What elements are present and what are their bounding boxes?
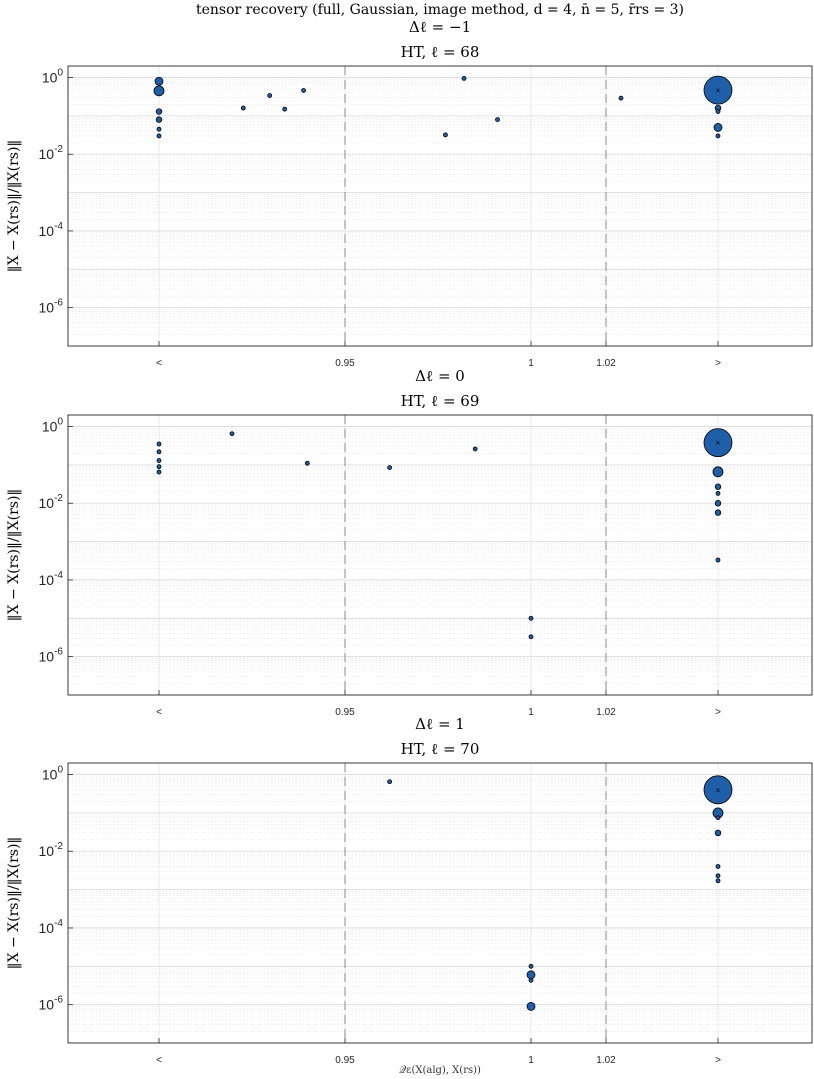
data-point <box>301 88 306 93</box>
y-tick-label: 10-6 <box>39 298 64 316</box>
data-point <box>526 970 536 980</box>
plot-area <box>68 66 812 346</box>
y-tick-label: 10-2 <box>39 144 64 162</box>
x-tick-label: < <box>156 358 162 369</box>
subplot-title-line1: Δℓ = −1 <box>409 18 471 36</box>
data-point <box>703 428 733 458</box>
axes-box <box>67 762 813 1044</box>
x-tick-label: > <box>715 1055 721 1066</box>
subplot-1: Δℓ = −1 HT, ℓ = 68 100 10-2 10-4 10-6 < 0.95 1 1.… <box>6 18 813 369</box>
data-point <box>443 132 448 138</box>
x-tick-label: 0.95 <box>335 1055 355 1066</box>
data-point <box>156 458 162 463</box>
x-tick-label: > <box>715 707 721 718</box>
subplot-3: Δℓ = 1 HT, ℓ = 70 100 10-2 10-4 10-6 < 0.95 1 1.0… <box>6 715 813 1066</box>
data-point <box>715 491 721 496</box>
y-tick-label: 10-2 <box>39 841 64 859</box>
data-point <box>703 75 733 105</box>
x-tick-label: 1 <box>528 358 534 369</box>
data-point <box>472 446 478 452</box>
data-point <box>155 108 163 115</box>
data-point <box>714 483 722 490</box>
median-cross-marker: × <box>716 439 721 448</box>
x-tick-label: < <box>156 1055 162 1066</box>
data-point <box>156 469 162 475</box>
data-point <box>528 977 534 983</box>
x-tick-label: 1.02 <box>596 707 616 718</box>
axes-box <box>67 414 813 696</box>
y-tick-label: 100 <box>42 765 64 783</box>
data-point <box>156 464 162 470</box>
data-point <box>156 126 162 132</box>
data-point <box>528 963 534 969</box>
data-point <box>387 779 393 785</box>
data-point <box>715 815 721 821</box>
subplot-title-line2: HT, ℓ = 68 <box>401 43 480 61</box>
data-point <box>715 878 721 884</box>
x-tick-label: 1 <box>528 707 534 718</box>
data-point <box>282 106 288 112</box>
axes-box <box>67 65 813 347</box>
data-point <box>714 500 722 507</box>
data-point <box>461 75 467 81</box>
data-point <box>715 133 721 139</box>
y-tick-label: 100 <box>42 417 64 435</box>
x-tick-label: 0.95 <box>335 358 355 369</box>
median-cross-marker: × <box>716 786 721 795</box>
median-cross-marker: × <box>716 86 721 95</box>
y-tick-label: 10-6 <box>39 647 64 665</box>
y-tick-label: 10-2 <box>39 493 64 511</box>
data-point <box>715 557 721 563</box>
y-tick-label: 10-6 <box>39 995 64 1013</box>
y-tick-label: 100 <box>42 68 64 86</box>
data-point <box>713 123 723 132</box>
y-axis-label: ‖X − X(rs)‖/‖X(rs)‖ <box>6 140 22 273</box>
subplot-2: Δℓ = 0 HT, ℓ = 69 100 10-2 10-4 10-6 < 0.95 1 1.0… <box>6 367 813 718</box>
data-point <box>528 615 534 621</box>
x-tick-label: < <box>156 707 162 718</box>
x-tick-label: 0.95 <box>335 707 355 718</box>
data-point <box>267 93 273 98</box>
subplot-title-line1: Δℓ = 0 <box>415 367 465 385</box>
plot-area <box>68 415 812 695</box>
data-point <box>156 441 162 447</box>
data-point <box>156 133 162 139</box>
subplot-title-line2: HT, ℓ = 69 <box>401 392 480 410</box>
data-point <box>715 873 721 879</box>
data-point <box>618 95 624 101</box>
x-tick-label: 1.02 <box>596 358 616 369</box>
data-point <box>714 829 722 837</box>
y-tick-label: 10-4 <box>39 570 64 588</box>
data-point <box>154 76 164 86</box>
y-axis-label: ‖X − X(rs)‖/‖X(rs)‖ <box>6 837 22 970</box>
figure-title: tensor recovery (full, Gaussian, image m… <box>196 2 684 18</box>
plot-area <box>68 763 812 1043</box>
data-point <box>528 634 534 640</box>
subplot-title-line2: HT, ℓ = 70 <box>401 740 480 758</box>
data-point <box>229 431 235 437</box>
data-point <box>526 1002 536 1011</box>
data-point <box>156 449 162 455</box>
y-axis-label: ‖X − X(rs)‖/‖X(rs)‖ <box>6 489 22 622</box>
data-point <box>712 466 724 478</box>
data-point <box>703 775 733 805</box>
data-point <box>715 864 721 869</box>
data-point <box>495 117 500 123</box>
x-tick-label: 1.02 <box>596 1055 616 1066</box>
subplot-panels: Δℓ = −1 HT, ℓ = 68 100 10-2 10-4 10-6 < 0.95 1 1.… <box>6 18 813 1066</box>
subplot-title-line1: Δℓ = 1 <box>415 715 465 733</box>
x-tick-label: 1 <box>528 1055 534 1066</box>
x-tick-label: > <box>715 358 721 369</box>
x-axis-label: 𝒬ε(X(alg), X(rs)) <box>399 1065 481 1076</box>
data-point <box>304 460 310 466</box>
data-point <box>715 109 721 114</box>
data-point <box>155 116 163 123</box>
data-point <box>714 509 722 516</box>
data-point <box>240 105 246 111</box>
data-point <box>153 85 165 97</box>
data-point <box>387 465 393 471</box>
y-tick-label: 10-4 <box>39 221 64 239</box>
y-tick-label: 10-4 <box>39 918 64 936</box>
